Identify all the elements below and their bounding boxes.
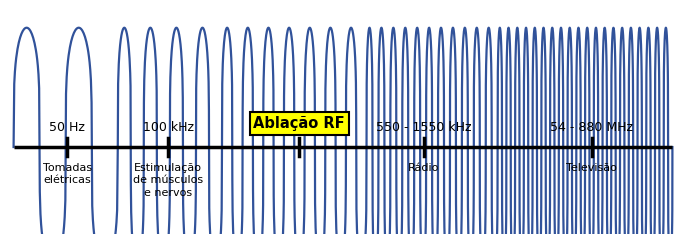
Text: 550 - 1550 kHz: 550 - 1550 kHz [376, 121, 471, 134]
Text: Estimulação
de músculos
e nervos: Estimulação de músculos e nervos [133, 163, 203, 198]
Text: Televisão: Televisão [567, 163, 617, 173]
Text: Tomadas
elétricas: Tomadas elétricas [43, 163, 92, 185]
Text: 50 Hz: 50 Hz [49, 121, 85, 134]
Text: 100 kHz: 100 kHz [143, 121, 193, 134]
Text: Rádio: Rádio [408, 163, 439, 173]
Text: Ablação RF: Ablação RF [254, 116, 345, 131]
Text: 54 - 880 MHz: 54 - 880 MHz [550, 121, 633, 134]
